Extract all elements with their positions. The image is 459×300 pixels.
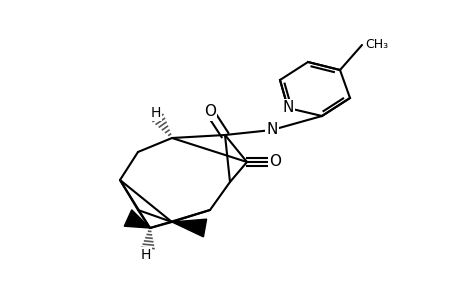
Text: N: N <box>266 122 277 137</box>
Polygon shape <box>124 210 150 228</box>
Polygon shape <box>172 219 206 237</box>
Text: H: H <box>151 106 161 120</box>
Text: O: O <box>203 104 216 119</box>
Text: N: N <box>282 100 293 116</box>
Text: O: O <box>269 154 280 169</box>
Text: CH₃: CH₃ <box>364 38 387 52</box>
Text: H: H <box>140 248 151 262</box>
